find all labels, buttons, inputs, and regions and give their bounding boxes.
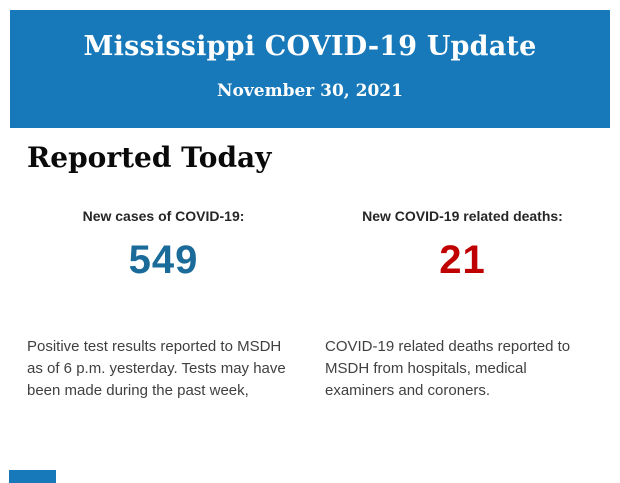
new-cases-value: 549 (128, 238, 199, 282)
header-banner: Mississippi COVID-19 Update November 30,… (10, 10, 610, 128)
new-cases-description: Positive test results reported to MSDH a… (27, 338, 286, 399)
new-deaths-description: COVID-19 related deaths reported to MSDH… (325, 338, 571, 399)
section-heading-reported-today: Reported Today (27, 141, 272, 174)
page-title: Mississippi COVID-19 Update (83, 31, 537, 62)
stat-new-deaths: New COVID-19 related deaths: 21 COVID-19… (325, 208, 600, 402)
stat-new-cases: New cases of COVID-19: 549 Positive test… (27, 208, 300, 402)
stats-row: New cases of COVID-19: 549 Positive test… (27, 208, 600, 402)
new-cases-label: New cases of COVID-19: (82, 208, 245, 224)
report-date: November 30, 2021 (217, 81, 403, 101)
new-deaths-label: New COVID-19 related deaths: (362, 208, 563, 224)
next-section-partial-banner (9, 470, 56, 483)
new-deaths-value: 21 (439, 238, 486, 282)
